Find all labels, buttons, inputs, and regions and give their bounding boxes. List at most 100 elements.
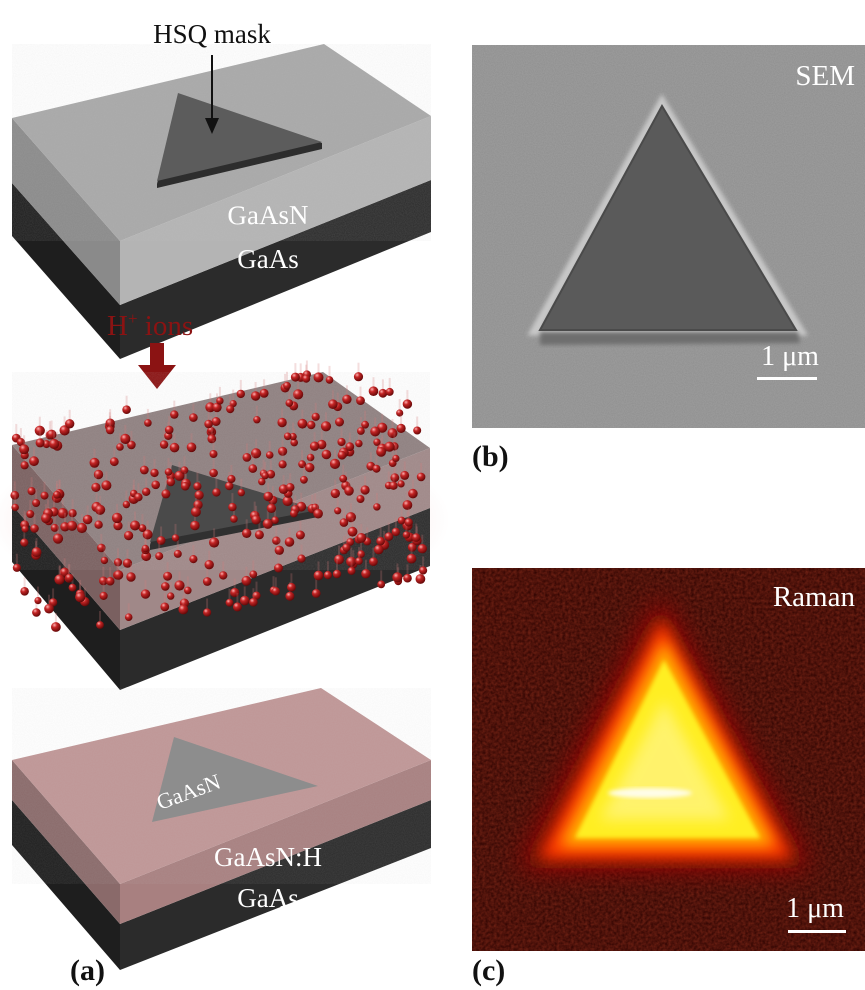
hydrogen-ion: [226, 405, 235, 414]
hydrogen-ion: [274, 563, 283, 573]
hydrogen-ion: [173, 549, 182, 558]
hydrogen-ion: [242, 453, 252, 462]
hydrogen-ion: [237, 488, 245, 497]
hydrogen-ion: [211, 417, 221, 426]
hydrogen-ion: [389, 481, 398, 490]
hydrogen-ion: [164, 468, 173, 476]
hydrogen-ion: [227, 474, 236, 484]
ion-arrow-head: [138, 365, 176, 389]
hydrogen-ion: [263, 491, 274, 502]
hydrogen-ion: [265, 451, 274, 459]
hydrogen-ion: [258, 477, 266, 486]
hydrogen-ion: [402, 500, 413, 510]
hydrogen-ion: [390, 473, 400, 483]
hydrogen-ion: [189, 413, 198, 422]
hydrogen-ion: [30, 524, 39, 533]
hydrogen-ion: [21, 525, 29, 533]
hydrogen-ion: [313, 372, 324, 383]
sem-triangle-outline: [538, 103, 798, 331]
hydrogen-ion: [20, 461, 29, 470]
ion-arrow-shaft: [150, 343, 164, 368]
hydrogen-ion: [317, 439, 327, 450]
raman-scale-text: 1 μm: [786, 893, 844, 924]
block3-substrate-front: [120, 800, 431, 970]
sem-tag: SEM: [795, 60, 855, 92]
hydrogen-ion: [413, 426, 422, 435]
hydrogen-ion: [372, 464, 381, 473]
hydrogen-ion: [207, 426, 215, 434]
hydrogen-ion: [57, 508, 68, 519]
hydrogen-ion: [10, 490, 20, 500]
hydrogen-ion: [225, 598, 234, 607]
hydrogen-ion: [249, 597, 258, 607]
hydrogen-ion: [309, 441, 320, 451]
hydrogen-ion: [345, 442, 355, 452]
hydrogen-ion: [248, 464, 258, 473]
hydrogen-ion: [391, 527, 400, 537]
hydrogen-ion: [342, 394, 352, 404]
hydrogen-ion: [204, 560, 214, 570]
hydrogen-ion: [253, 416, 261, 424]
hydrogen-ion: [347, 566, 356, 575]
block1-substrate-front: [120, 180, 431, 359]
panel-b-label: (b): [472, 440, 509, 473]
hydrogen-ion: [142, 529, 153, 540]
hydrogen-ion: [139, 465, 149, 475]
hydrogen-ion: [130, 520, 140, 531]
hydrogen-ion: [411, 533, 421, 542]
hydrogen-ion: [53, 490, 61, 499]
hydrogen-ion: [29, 456, 39, 467]
hydrogen-ion: [202, 577, 212, 586]
hydrogen-ion: [12, 563, 21, 572]
hydrogen-ion: [96, 621, 104, 629]
hydrogen-ion: [127, 440, 136, 450]
hydrogen-ion: [209, 537, 220, 548]
hydrogen-ion: [295, 530, 305, 540]
hydrogen-ion: [313, 570, 324, 581]
hydrogen-ion: [51, 622, 61, 632]
hydrogen-ion: [323, 571, 332, 580]
hydrogen-ion: [65, 419, 75, 429]
hydrogen-ion: [212, 488, 221, 497]
hydrogen-ion: [141, 544, 150, 553]
hydrogen-ion: [20, 538, 29, 547]
raman-tag: Raman: [773, 581, 856, 613]
hydrogen-ion: [209, 468, 218, 478]
hydrogen-ion: [76, 522, 87, 534]
hydrogen-ion: [113, 558, 123, 567]
mask-pointer-arrowhead: [205, 118, 219, 134]
hydrogen-ion: [397, 516, 406, 525]
hydrogen-ion: [334, 554, 344, 565]
hydrogen-ion: [274, 545, 284, 555]
hydrogen-ion: [160, 602, 170, 612]
raman-hotline: [608, 788, 692, 798]
hydrogen-ion: [59, 425, 70, 436]
hydrogen-ion: [271, 587, 280, 596]
hydrogen-ion: [65, 573, 74, 582]
hydrogen-ion: [241, 575, 252, 586]
hydrogen-ion: [342, 543, 351, 552]
hydrogen-ion: [417, 544, 427, 554]
block3-layer-left: [12, 760, 120, 924]
hydrogen-ion: [99, 576, 108, 586]
hydrogen-ion: [259, 388, 269, 398]
hydrogen-ion: [94, 520, 103, 529]
hydrogen-ion: [161, 582, 170, 591]
hydrogen-ion: [261, 472, 269, 480]
hydrogen-ion: [120, 433, 131, 444]
hydrogen-ion: [113, 570, 124, 580]
hydrogen-ion: [396, 423, 406, 433]
hydrogen-ion: [113, 521, 123, 531]
unhydrogenated-triangle: [152, 737, 318, 822]
sem-scale-text: 1 μm: [761, 341, 819, 372]
hydrogen-ion: [19, 444, 30, 455]
hydrogen-ion: [306, 453, 315, 462]
hydrogen-ion: [384, 532, 394, 541]
hydrogen-ion: [293, 389, 304, 400]
block-initial: HSQ mask GaAsN GaAs: [12, 19, 431, 359]
sem-image: SEM 1 μm: [472, 45, 865, 428]
hydrogen-ion: [290, 438, 299, 447]
hydrogen-ion: [325, 376, 334, 384]
hydrogen-ion: [254, 530, 264, 540]
